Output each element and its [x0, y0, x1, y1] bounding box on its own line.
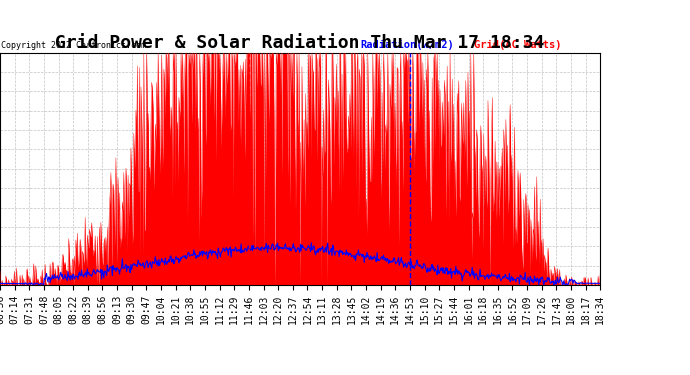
Text: Radiation(w/m2): Radiation(w/m2) — [360, 40, 454, 50]
Text: Copyright 2022 Cartronics.com: Copyright 2022 Cartronics.com — [1, 41, 146, 50]
Title: Grid Power & Solar Radiation Thu Mar 17 18:34: Grid Power & Solar Radiation Thu Mar 17 … — [55, 34, 545, 53]
Text: Grid(AC Watts): Grid(AC Watts) — [474, 40, 562, 50]
